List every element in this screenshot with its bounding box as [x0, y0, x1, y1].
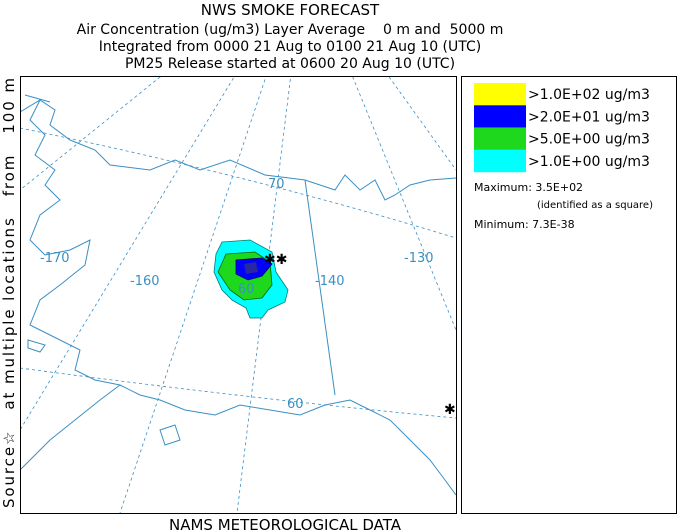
coastline: [21, 94, 456, 496]
maximum: Maximum: 3.5E+02: [474, 181, 583, 194]
subtitle: Air Concentration (ug/m3) Layer Average …: [77, 22, 504, 38]
source-marker: ✱: [444, 402, 456, 418]
maximum-note: (identified as a square): [537, 200, 653, 211]
map-label: -130: [404, 251, 434, 266]
legend-swatch: [474, 149, 526, 173]
legend-swatch: [474, 127, 526, 150]
map-label: -140: [315, 274, 345, 289]
graticule: [21, 77, 456, 513]
title: NWS SMOKE FORECAST: [201, 1, 380, 19]
side-label: Source☆ at multiple locations from 100 m: [0, 78, 18, 508]
legend-label: >1.0E+02 ug/m3: [528, 87, 650, 103]
legend: Maximum: 3.5E+02 (identified as a square…: [461, 76, 677, 514]
map-label: -160: [130, 274, 160, 289]
legend-label: >2.0E+01 ug/m3: [528, 109, 650, 125]
plume: ✱✱ ✱: [213, 239, 456, 418]
map-label: -170: [40, 251, 70, 266]
map-label: 70: [268, 177, 285, 192]
map-label: 60: [238, 282, 255, 297]
map-label: 60: [287, 397, 304, 412]
source-marker: ✱✱: [264, 252, 287, 268]
subtitle: PM25 Release started at 0600 20 Aug 10 (…: [125, 56, 455, 72]
footer: NAMS METEOROLOGICAL DATA: [169, 516, 402, 532]
subtitle: Integrated from 0000 21 Aug to 0100 21 A…: [99, 39, 482, 55]
legend-label: >1.0E+00 ug/m3: [528, 154, 650, 170]
legend-swatch: [474, 83, 526, 106]
minimum: Minimum: 7.3E-38: [474, 218, 575, 231]
legend-label: >5.0E+00 ug/m3: [528, 132, 650, 148]
legend-swatch: [474, 105, 526, 128]
map: ✱✱ ✱ -170 -160 -140 -130 70 60 60: [20, 76, 457, 514]
